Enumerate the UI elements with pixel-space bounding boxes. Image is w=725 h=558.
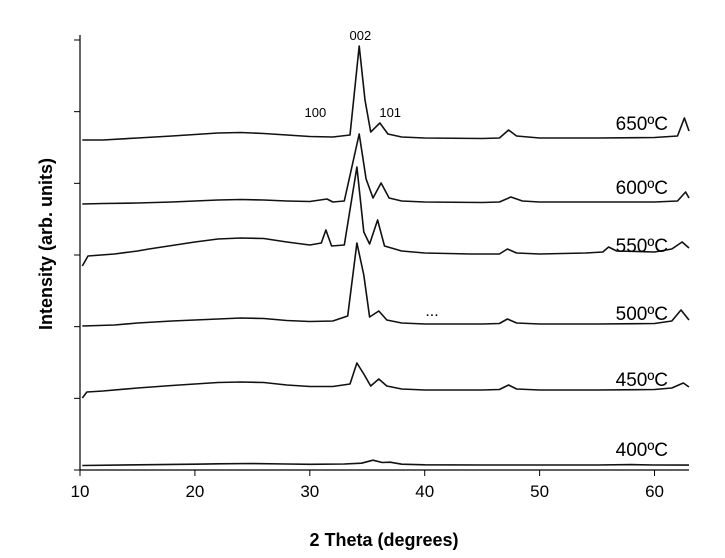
peak-label-100: 100 [304,105,326,120]
series-labels: 400ºC 450ºC 500ºC 550ºC 600ºC 650ºC [616,114,668,461]
x-tick-label: 50 [530,482,549,501]
trace-400c [82,459,690,467]
series-label: 500ºC [616,304,668,325]
series-label: 400ºC [616,440,668,461]
peak-label-101: 101 [379,105,401,120]
x-tick-label: 60 [645,482,664,501]
y-ticks [74,39,80,471]
x-tick-label: 30 [300,482,319,501]
trace-550c [81,166,690,267]
series-label: 650ºC [616,114,668,135]
peak-label-002: 002 [350,28,372,43]
series-label: 600ºC [616,178,668,199]
trace-600c [82,133,690,205]
trace-450c [81,362,690,399]
x-tick-label: 10 [71,482,90,501]
traces [81,45,690,467]
y-axis [74,35,81,471]
trace-650c [82,45,690,141]
y-axis-title: Intensity (arb. units) [36,158,56,330]
trace-500c [82,242,690,327]
x-axis: 10 20 30 40 50 60 [71,469,689,501]
x-ticks: 10 20 30 40 50 60 [71,470,664,501]
ellipsis-annotation: ... [425,303,438,320]
x-axis-title: 2 Theta (degrees) [309,530,458,550]
x-tick-label: 20 [185,482,204,501]
peak-labels: 002 100 101 [304,28,401,120]
series-label: 450ºC [616,370,668,391]
x-tick-label: 40 [415,482,434,501]
series-label: 550ºC [616,236,668,257]
